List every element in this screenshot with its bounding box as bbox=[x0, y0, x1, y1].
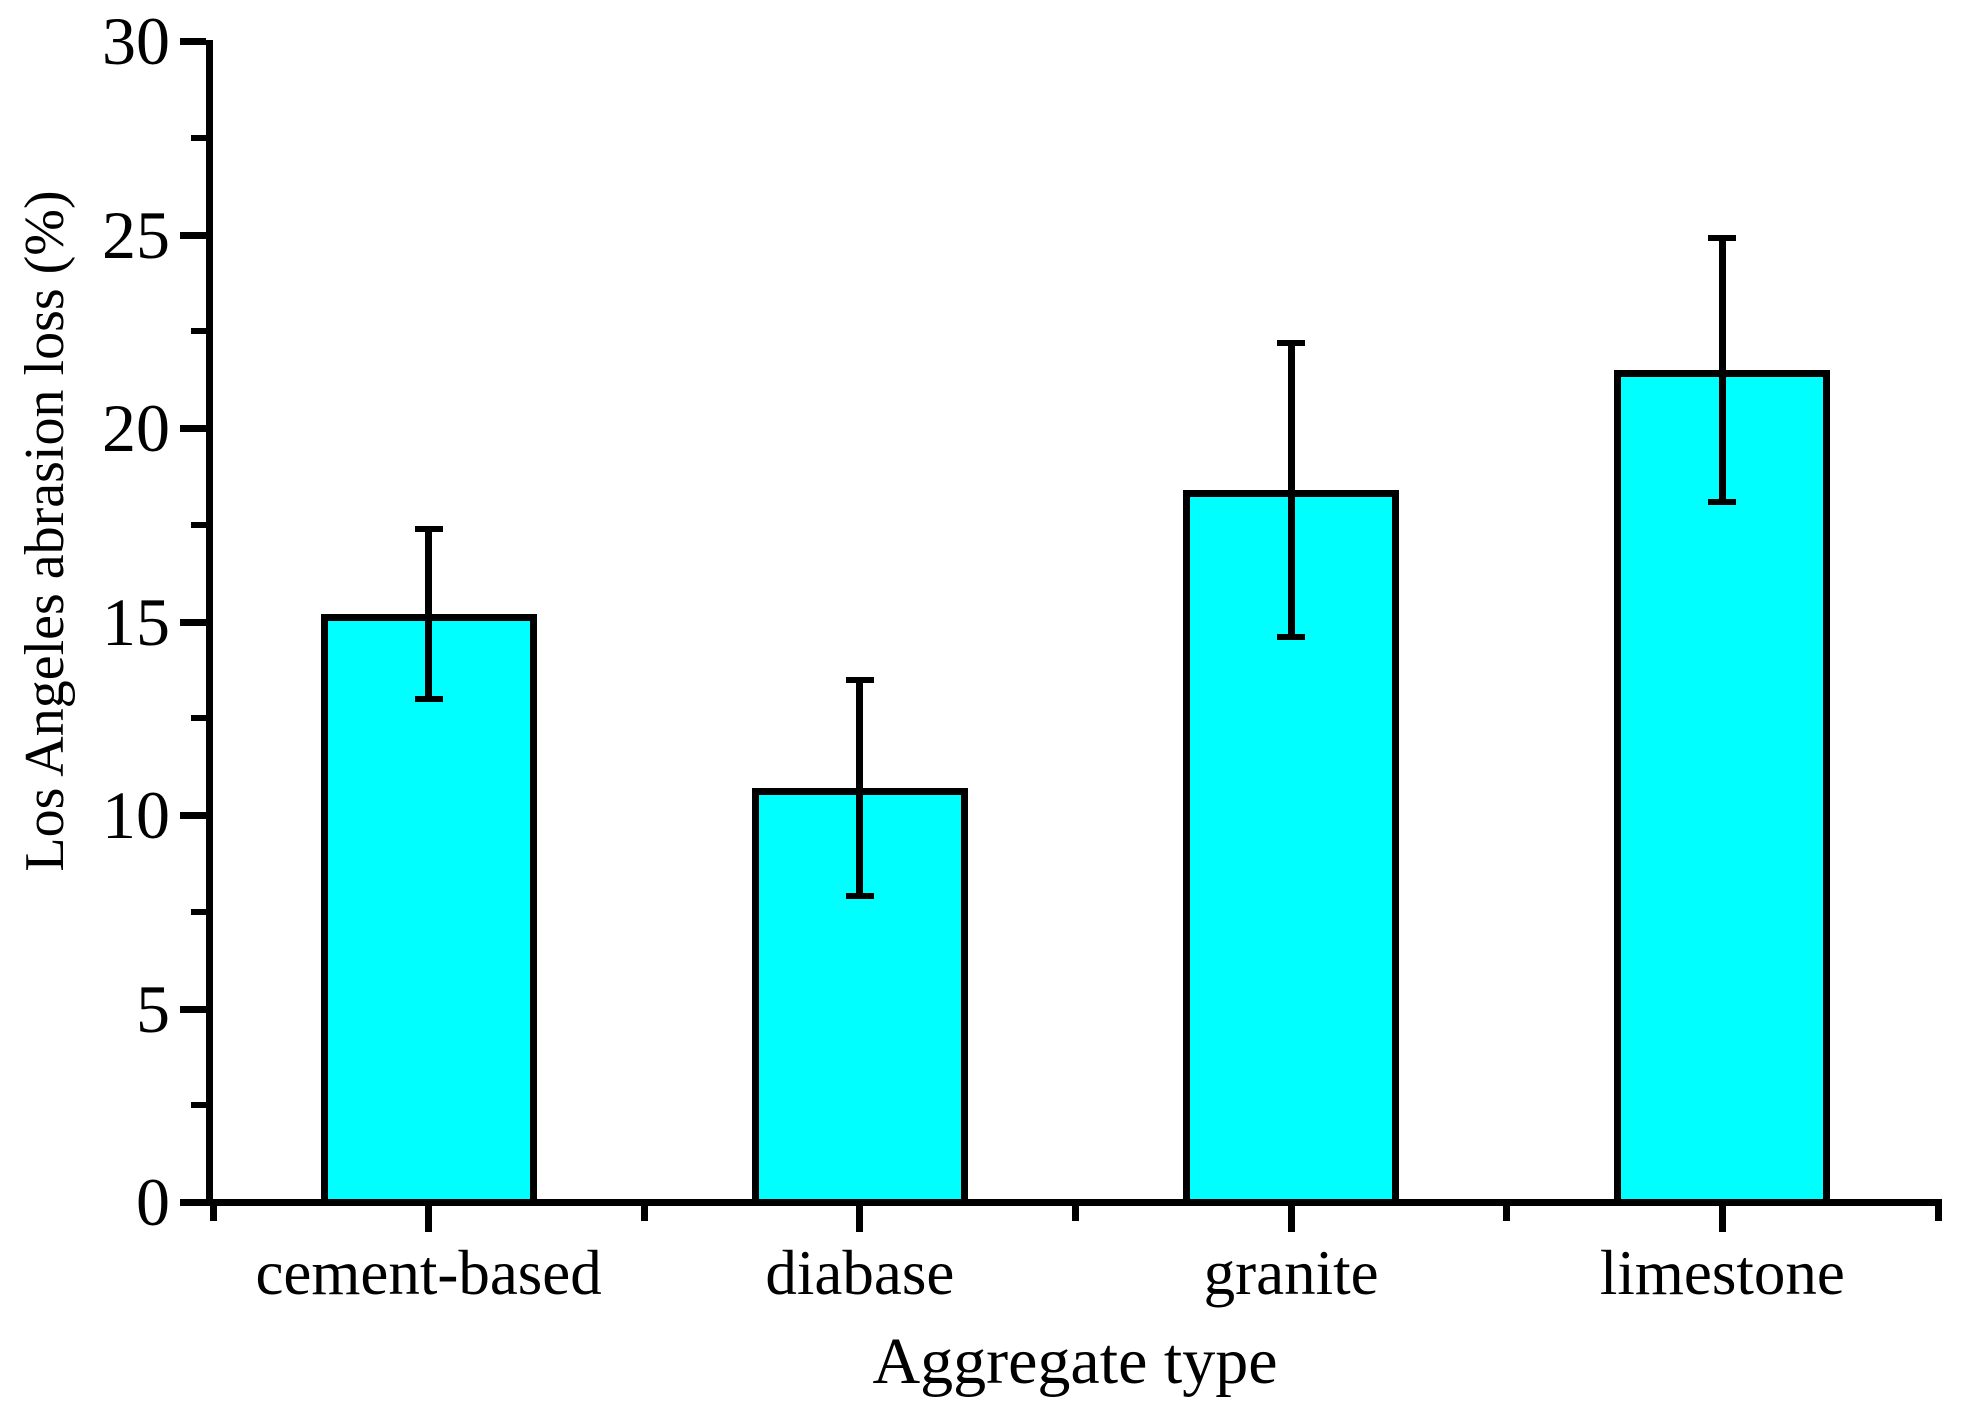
x-tick-label-diabase: diabase bbox=[765, 1238, 955, 1308]
error-bar-cap-top-limestone bbox=[1708, 235, 1737, 242]
error-bar-cap-top-diabase bbox=[845, 676, 874, 683]
y-axis-major-tick bbox=[180, 231, 206, 239]
y-axis-minor-tick bbox=[191, 328, 206, 335]
y-axis-major-tick bbox=[180, 1199, 206, 1206]
y-axis-minor-tick bbox=[191, 134, 206, 141]
x-tick-label-limestone: limestone bbox=[1599, 1238, 1845, 1308]
x-axis-minor-tick bbox=[209, 1206, 217, 1221]
error-bar-cap-bottom-limestone bbox=[1708, 498, 1737, 505]
error-bar-cap-bottom-granite bbox=[1277, 633, 1306, 640]
x-axis-minor-tick bbox=[640, 1206, 648, 1221]
y-tick-label: 10 bbox=[102, 777, 170, 853]
y-axis-major-tick bbox=[180, 425, 206, 432]
y-tick-label: 20 bbox=[102, 390, 170, 466]
y-tick-label: 0 bbox=[136, 1164, 170, 1240]
x-axis-line bbox=[206, 1199, 1942, 1206]
x-axis-minor-tick bbox=[1934, 1206, 1942, 1221]
error-bar-cap-bottom-diabase bbox=[845, 893, 874, 900]
y-axis-major-tick bbox=[180, 1005, 206, 1013]
y-axis-minor-tick bbox=[191, 908, 206, 915]
y-axis-minor-tick bbox=[191, 1102, 206, 1109]
bar-cement-based bbox=[320, 613, 537, 1206]
y-axis-minor-tick bbox=[191, 715, 206, 722]
error-bar-line-limestone bbox=[1718, 238, 1726, 502]
y-axis-major-tick bbox=[180, 38, 206, 45]
x-axis-minor-tick bbox=[1072, 1206, 1079, 1221]
y-axis-title: Los Angeles abrasion loss (%) bbox=[14, 190, 76, 872]
y-axis-major-tick bbox=[180, 812, 206, 819]
error-bar-line-granite bbox=[1287, 342, 1295, 637]
y-axis-line bbox=[206, 40, 213, 1206]
x-axis-major-tick bbox=[1287, 1206, 1295, 1232]
error-bar-line-diabase bbox=[856, 679, 864, 897]
y-axis-minor-tick bbox=[191, 521, 206, 528]
error-bar-line-cement-based bbox=[425, 528, 433, 699]
x-tick-label-granite: granite bbox=[1203, 1238, 1379, 1308]
y-tick-label: 25 bbox=[102, 196, 170, 273]
error-bar-cap-top-granite bbox=[1277, 339, 1306, 346]
error-bar-cap-top-cement-based bbox=[414, 525, 443, 532]
x-axis-major-tick bbox=[1718, 1206, 1726, 1232]
x-axis-minor-tick bbox=[1503, 1206, 1511, 1221]
x-tick-label-cement-based: cement-based bbox=[255, 1238, 602, 1308]
y-tick-label: 30 bbox=[102, 3, 170, 79]
y-tick-label: 5 bbox=[136, 970, 170, 1047]
x-axis-major-tick bbox=[856, 1206, 864, 1232]
x-axis-title: Aggregate type bbox=[872, 1325, 1278, 1398]
y-tick-label: 15 bbox=[102, 583, 170, 660]
error-bar-cap-bottom-cement-based bbox=[414, 695, 443, 702]
y-axis-major-tick bbox=[180, 618, 206, 626]
x-axis-major-tick bbox=[425, 1206, 433, 1232]
